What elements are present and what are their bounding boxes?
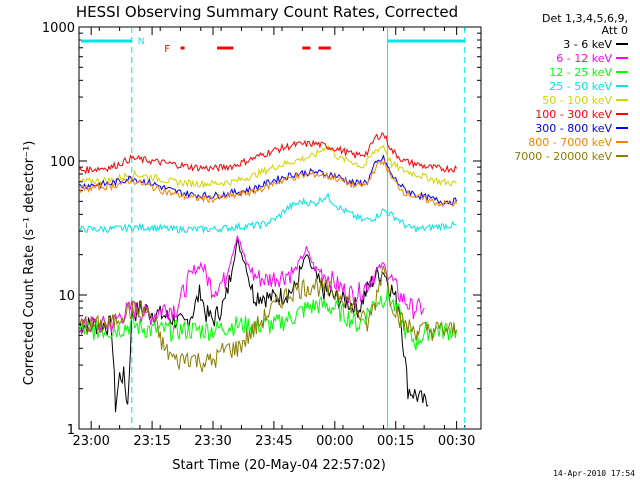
series-line bbox=[79, 265, 458, 373]
x-tick-label: 23:00 bbox=[72, 434, 109, 449]
series-line bbox=[79, 239, 429, 413]
legend-label: 50 - 100 keV bbox=[542, 94, 612, 107]
x-tick-label: 00:30 bbox=[438, 434, 475, 449]
x-axis-label: Start Time (20-May-04 22:57:02) bbox=[172, 458, 386, 473]
plot-area: 1 10 100 1000 23:00 23:15 23:30 23:45 00:00 00:15… bbox=[42, 21, 482, 449]
night-marker-label: N bbox=[138, 37, 145, 47]
legend-label: 25 - 50 keV bbox=[549, 80, 612, 93]
x-tick-label: 23:30 bbox=[194, 434, 231, 449]
x-tick-label: 00:15 bbox=[377, 434, 414, 449]
legend-label: 7000 - 20000 keV bbox=[514, 150, 612, 163]
y-tick-label: 100 bbox=[50, 155, 75, 170]
y-axis-label: Corrected Count Rate (s⁻¹ detector⁻¹) bbox=[22, 141, 37, 386]
series-line bbox=[79, 192, 457, 235]
x-tick-label: 23:45 bbox=[255, 434, 292, 449]
legend-label: 12 - 25 keV bbox=[549, 66, 612, 79]
y-tick-label: 10 bbox=[58, 289, 75, 304]
x-tick-label: 00:00 bbox=[316, 434, 353, 449]
series-line bbox=[79, 144, 457, 189]
series-line bbox=[79, 154, 458, 206]
legend-label: 3 - 6 keV bbox=[563, 38, 612, 51]
series-line bbox=[79, 131, 458, 175]
legend-label: 100 - 300 keV bbox=[535, 108, 612, 121]
legend-label: 800 - 7000 keV bbox=[528, 136, 612, 149]
flare-flag-label: F bbox=[164, 44, 170, 55]
legend-header: Det 1,3,4,5,6,9, bbox=[542, 12, 628, 25]
series-line bbox=[79, 286, 458, 351]
chart-title: HESSI Observing Summary Count Rates, Cor… bbox=[76, 3, 458, 21]
legend-label: 300 - 800 keV bbox=[535, 122, 612, 135]
y-tick-label: 1 bbox=[67, 423, 75, 438]
y-tick-label: 1000 bbox=[42, 21, 75, 36]
series-line bbox=[79, 235, 425, 335]
timestamp: 14-Apr-2010 17:54 bbox=[553, 469, 635, 478]
legend-header: Att 0 bbox=[602, 24, 628, 37]
x-tick-label: 23:15 bbox=[133, 434, 170, 449]
series-line bbox=[79, 159, 458, 208]
legend-label: 6 - 12 keV bbox=[556, 52, 612, 65]
